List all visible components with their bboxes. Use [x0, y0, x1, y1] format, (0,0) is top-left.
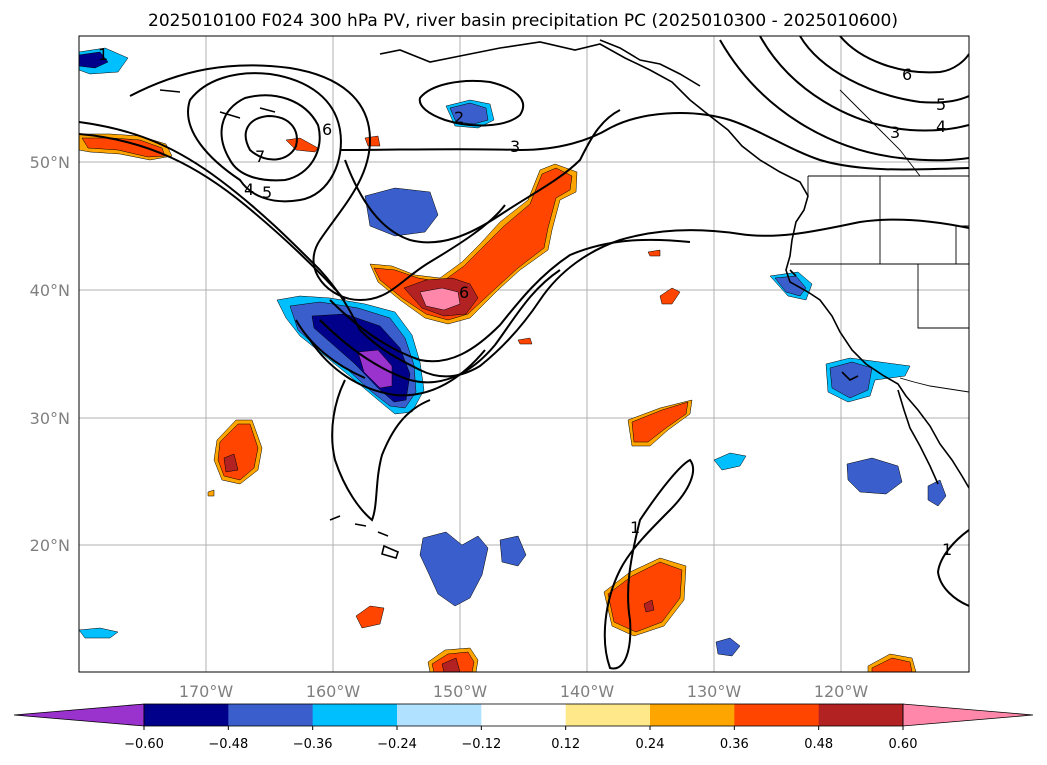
colorbar-label: 0.60 [889, 737, 918, 752]
colorbar-segment [397, 704, 482, 726]
lon-label: 130°W [687, 682, 742, 701]
contour-label: 1 [630, 518, 640, 537]
colorbar-segment [228, 704, 314, 726]
contour-label: 3 [890, 123, 900, 142]
contour-label: 6 [322, 120, 332, 139]
colorbar-segment [481, 704, 567, 726]
colorbar-label: 0.12 [551, 737, 580, 752]
colorbar-segment [650, 704, 735, 726]
colorbar-label: 0.48 [804, 737, 833, 752]
contour-label: 6 [902, 65, 912, 84]
map-background [79, 36, 969, 672]
colorbar-segment [565, 704, 651, 726]
colorbar-segment [312, 704, 398, 726]
contour-label: 2 [454, 108, 464, 127]
contour-label: 5 [936, 95, 946, 114]
contour-label: 5 [262, 183, 272, 202]
coastlines [159, 39, 969, 559]
positive-precip-shading [79, 133, 917, 672]
contour-label: 4 [244, 180, 254, 199]
contour-label: 3 [510, 137, 520, 156]
contour-label: 7 [255, 147, 265, 166]
latitude-labels: 50°N 40°N 30°N 20°N [30, 153, 70, 555]
lat-label: 50°N [30, 153, 70, 172]
colorbar: −0.60 −0.48 −0.36 −0.24 −0.12 0.12 0.24 0.36 0.4… [13, 703, 1034, 752]
colorbar-extend-high [902, 703, 1034, 727]
map-frame [78, 35, 970, 673]
lat-label: 20°N [30, 536, 70, 555]
colorbar-label: −0.60 [124, 737, 164, 752]
colorbar-segment [818, 704, 904, 726]
contour-label: 1 [98, 45, 108, 64]
colorbar-label: 0.36 [720, 737, 749, 752]
colorbar-label: 0.24 [636, 737, 665, 752]
colorbar-label: −0.48 [208, 737, 248, 752]
lat-label: 40°N [30, 281, 70, 300]
colorbar-label: −0.36 [293, 737, 333, 752]
pv-contours [79, 36, 969, 670]
map-title: 2025010100 F024 300 hPa PV, river basin … [148, 11, 898, 31]
lon-label: 170°W [179, 682, 234, 701]
colorbar-extend-low [13, 703, 145, 727]
map-layers: 1 2 3 4 5 6 7 4 5 6 3 4 5 6 6 1 1 [79, 36, 969, 672]
colorbar-label: −0.24 [377, 737, 417, 752]
colorbar-label: −0.12 [461, 737, 501, 752]
lon-label: 140°W [560, 682, 615, 701]
lat-label: 30°N [30, 409, 70, 428]
lon-label: 120°W [814, 682, 869, 701]
lon-label: 150°W [433, 682, 488, 701]
lon-label: 160°W [306, 682, 361, 701]
contour-label: 6 [459, 283, 469, 302]
colorbar-segment [734, 704, 820, 726]
colorbar-frame [143, 703, 904, 727]
negative-precip-shading [79, 47, 947, 657]
longitude-labels: 170°W 160°W 150°W 140°W 130°W 120°W [179, 682, 869, 701]
contour-label: 1 [942, 540, 952, 559]
colorbar-segment [144, 704, 229, 726]
contour-labels: 1 2 3 4 5 6 7 4 5 6 3 4 5 6 6 1 1 [98, 45, 952, 559]
contour-label: 4 [936, 117, 946, 136]
